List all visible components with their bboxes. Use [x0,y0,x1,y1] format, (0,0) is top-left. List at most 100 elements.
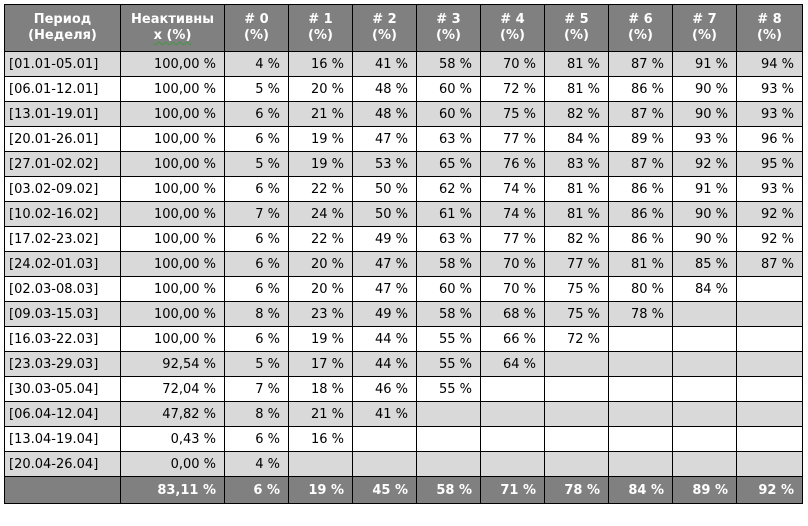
table-row: [03.02-09.02] 100,00 % 6 % 22 % 50 % 62 % 74 %… [4,176,803,202]
header-week-3-line1: # 3 [436,12,461,27]
week-7-cell: 90 % [672,101,737,127]
week-4-cell [480,376,545,402]
inactive-cell: 100,00 % [120,326,225,352]
week-8-cell: 93 % [736,176,803,202]
week-2-cell: 53 % [352,151,417,177]
period-cell: [01.01-05.01] [4,51,121,77]
period-cell: [17.02-23.02] [4,226,121,252]
header-week-2: # 2 (%) [352,4,417,52]
table-footer: 83,11 % 6 % 19 % 45 % 58 % 71 % 78 % 84 … [4,476,803,504]
week-4-cell: 68 % [480,301,545,327]
totals-week-7-cell: 89 % [672,476,737,504]
week-6-cell: 86 % [608,226,673,252]
week-4-cell: 70 % [480,251,545,277]
week-3-cell: 55 % [416,376,481,402]
week-6-cell [608,451,673,477]
inactive-cell: 100,00 % [120,251,225,277]
week-1-cell: 20 % [288,251,353,277]
week-3-cell [416,426,481,452]
inactive-cell: 100,00 % [120,101,225,127]
week-4-cell: 72 % [480,76,545,102]
inactive-cell: 100,00 % [120,51,225,77]
week-7-cell: 90 % [672,226,737,252]
week-7-cell: 85 % [672,251,737,277]
header-week-5-line1: # 5 [564,12,589,27]
table-row: [02.03-08.03] 100,00 % 6 % 20 % 47 % 60 % 70 %… [4,276,803,302]
week-3-cell: 63 % [416,226,481,252]
week-2-cell: 48 % [352,101,417,127]
week-3-cell: 65 % [416,151,481,177]
week-4-cell: 74 % [480,176,545,202]
table-row: [20.01-26.01] 100,00 % 6 % 19 % 47 % 63 % 77 %… [4,126,803,152]
week-1-cell: 16 % [288,426,353,452]
inactive-cell: 47,82 % [120,401,225,427]
week-8-cell: 93 % [736,76,803,102]
week-3-cell: 63 % [416,126,481,152]
table-row: [01.01-05.01] 100,00 % 4 % 16 % 41 % 58 % 70 %… [4,51,803,77]
table-row: [10.02-16.02] 100,00 % 7 % 24 % 50 % 61 % 74 %… [4,201,803,227]
period-cell: [20.04-26.04] [4,451,121,477]
header-week-6: # 6 (%) [608,4,673,52]
week-7-cell: 91 % [672,51,737,77]
week-7-cell [672,376,737,402]
week-5-cell: 84 % [544,126,609,152]
period-cell: [06.04-12.04] [4,401,121,427]
week-6-cell: 86 % [608,176,673,202]
week-3-cell: 60 % [416,101,481,127]
week-5-cell [544,451,609,477]
week-1-cell: 21 % [288,101,353,127]
week-8-cell [736,376,803,402]
week-2-cell: 41 % [352,401,417,427]
inactive-cell: 100,00 % [120,76,225,102]
week-6-cell [608,376,673,402]
table-row: [06.01-12.01] 100,00 % 5 % 20 % 48 % 60 % 72 %… [4,76,803,102]
totals-week-0-cell: 6 % [224,476,289,504]
table-row: [30.03-05.04] 72,04 % 7 % 18 % 46 % 55 % [4,376,803,402]
period-cell: [10.02-16.02] [4,201,121,227]
week-8-cell [736,451,803,477]
inactive-cell: 100,00 % [120,301,225,327]
period-cell: [13.04-19.04] [4,426,121,452]
week-0-cell: 8 % [224,301,289,327]
header-week-8-line1: # 8 [757,12,782,27]
inactive-cell: 100,00 % [120,276,225,302]
table-body: [01.01-05.01] 100,00 % 4 % 16 % 41 % 58 % 70 %… [4,51,803,477]
totals-week-2-cell: 45 % [352,476,417,504]
week-6-cell: 80 % [608,276,673,302]
week-4-cell [480,401,545,427]
week-6-cell [608,326,673,352]
week-5-cell: 81 % [544,76,609,102]
week-0-cell: 6 % [224,326,289,352]
header-inactive-line1: Неактивны [131,12,214,27]
week-6-cell: 86 % [608,76,673,102]
totals-inactive-cell: 83,11 % [120,476,225,504]
week-6-cell: 87 % [608,101,673,127]
header-week-8-line2: (%) [757,28,782,43]
week-6-cell: 87 % [608,151,673,177]
week-1-cell: 24 % [288,201,353,227]
header-week-0-line1: # 0 [244,12,269,27]
week-8-cell: 92 % [736,201,803,227]
week-5-cell: 72 % [544,326,609,352]
week-1-cell [288,451,353,477]
week-2-cell [352,451,417,477]
table-row: [13.04-19.04] 0,43 % 6 % 16 % [4,426,803,452]
week-1-cell: 16 % [288,51,353,77]
week-5-cell: 83 % [544,151,609,177]
week-6-cell [608,351,673,377]
week-2-cell: 49 % [352,226,417,252]
table-row: [27.01-02.02] 100,00 % 5 % 19 % 53 % 65 % 76 %… [4,151,803,177]
week-0-cell: 6 % [224,226,289,252]
totals-week-3-cell: 58 % [416,476,481,504]
inactive-cell: 100,00 % [120,126,225,152]
period-cell: [30.03-05.04] [4,376,121,402]
week-0-cell: 5 % [224,76,289,102]
inactive-cell: 92,54 % [120,351,225,377]
week-5-cell: 77 % [544,251,609,277]
period-cell: [03.02-09.02] [4,176,121,202]
week-0-cell: 5 % [224,351,289,377]
week-3-cell: 58 % [416,51,481,77]
period-cell: [24.02-01.03] [4,251,121,277]
week-8-cell [736,351,803,377]
week-7-cell: 84 % [672,276,737,302]
